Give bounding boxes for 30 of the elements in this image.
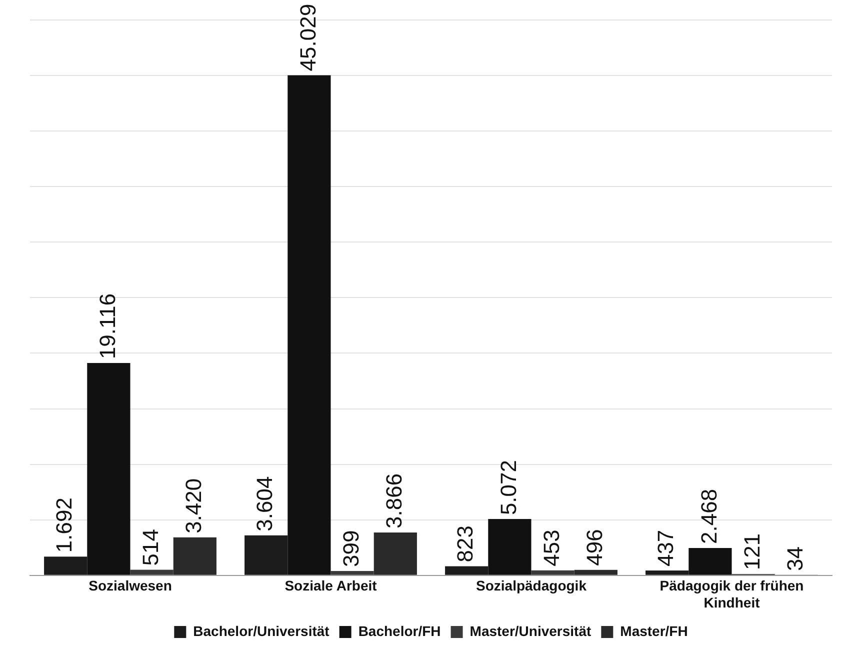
data-label: 496 — [582, 529, 607, 566]
data-label: 514 — [138, 528, 163, 566]
bar — [130, 570, 174, 575]
data-label: 3.604 — [252, 476, 278, 532]
data-label: 3.866 — [381, 473, 406, 528]
data-label: 19.116 — [94, 293, 120, 360]
legend-label: Master/FH — [620, 622, 688, 639]
data-label: 453 — [538, 530, 564, 566]
legend-label: Bachelor/Universität — [193, 622, 330, 639]
legend-label: Master/Universität — [470, 622, 592, 639]
data-label: 1.692 — [52, 498, 77, 553]
data-label: 34 — [782, 546, 808, 572]
legend-label: Bachelor/FH — [358, 622, 441, 639]
data-label: 45.029 — [295, 4, 320, 72]
x-tick-label: Soziale Arbeit — [284, 578, 378, 594]
data-label: 399 — [338, 530, 364, 567]
data-label: 5.072 — [496, 460, 521, 516]
bar — [173, 537, 216, 575]
x-tick-label: Sozialwesen — [88, 578, 172, 594]
bar — [531, 570, 574, 575]
x-tick-label: Sozialpädagogik — [476, 578, 587, 594]
data-label: 121 — [739, 533, 764, 570]
x-tick-label: Pädagogik der frühen Kindheit — [660, 578, 804, 610]
bar — [374, 532, 417, 575]
data-label: 2.468 — [696, 488, 722, 544]
bar — [574, 570, 618, 575]
data-label: 3.420 — [180, 478, 206, 534]
data-label: 437 — [653, 530, 678, 567]
bar — [330, 570, 374, 575]
data-label: 823 — [452, 526, 478, 562]
